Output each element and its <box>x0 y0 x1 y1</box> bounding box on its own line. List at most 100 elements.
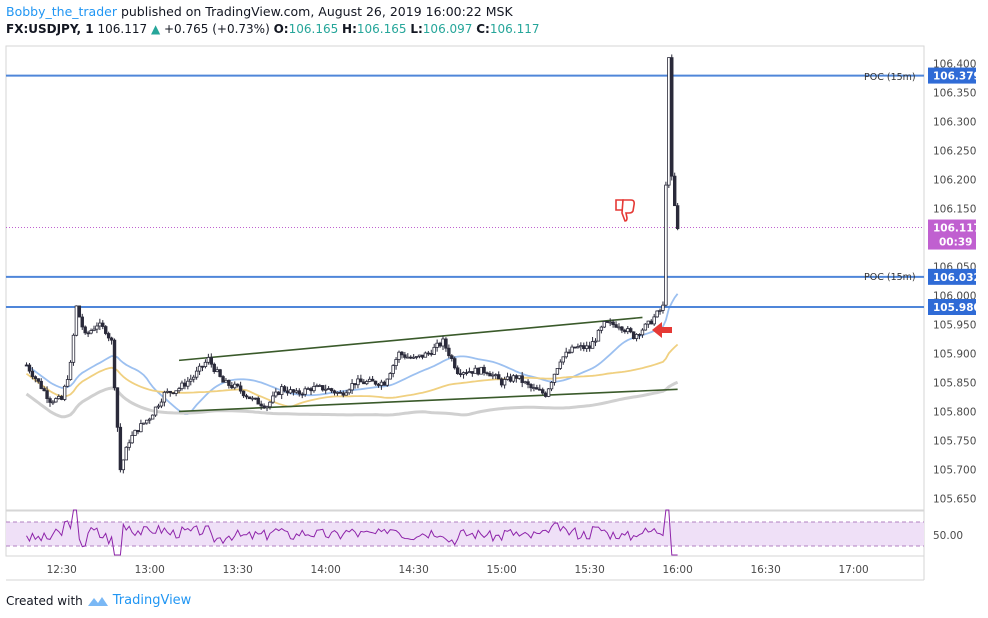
candle-body <box>277 391 281 395</box>
candle-body <box>48 398 52 403</box>
candle-body <box>444 338 448 349</box>
candle-body <box>403 354 407 358</box>
candle-body <box>652 316 656 325</box>
candle-body <box>203 361 208 367</box>
author-link[interactable]: Bobby_the_trader <box>6 4 117 19</box>
open-label: O: <box>273 22 289 36</box>
candle-body <box>253 397 257 400</box>
candle-body <box>235 383 240 387</box>
time-tick-label: 13:00 <box>135 564 165 576</box>
candle-body <box>529 384 533 389</box>
tradingview-logo-icon[interactable] <box>87 594 109 608</box>
candle-body <box>579 345 583 348</box>
close-label: C: <box>476 22 490 36</box>
candle-body <box>599 326 604 331</box>
level-lines[interactable] <box>6 74 924 308</box>
candle-body <box>467 371 472 374</box>
candle-body <box>323 388 328 391</box>
candle-body <box>95 325 99 330</box>
candle-body <box>341 392 345 396</box>
candle-body <box>24 364 29 367</box>
candle-body <box>162 391 167 403</box>
main-pane-border <box>5 45 925 511</box>
candle-body <box>438 342 442 347</box>
candle-body <box>168 390 172 394</box>
candle-body <box>142 422 146 425</box>
candle-body <box>192 376 196 380</box>
candle-body <box>497 374 501 380</box>
candle-body <box>629 328 633 333</box>
candle-body <box>549 381 554 390</box>
candle-body <box>279 386 284 395</box>
candle-body <box>83 326 87 334</box>
price-tick-label: 106.400 <box>933 58 976 70</box>
candle-body <box>414 356 419 358</box>
candle-body <box>614 324 618 328</box>
candle-body <box>71 334 76 363</box>
candle-body <box>259 403 263 407</box>
candle-body <box>353 383 357 386</box>
candle-body <box>520 375 524 383</box>
price-tick-label: 106.250 <box>933 145 976 157</box>
candle-body <box>494 374 498 377</box>
candle-body <box>664 184 668 306</box>
candle-body <box>101 322 105 327</box>
candle-body <box>502 379 507 386</box>
candle-body <box>479 366 483 375</box>
candle-body <box>593 340 598 343</box>
candle-body <box>567 351 571 354</box>
candle-body <box>373 380 378 385</box>
ma-grey-line <box>25 380 679 419</box>
candle-body <box>288 389 293 394</box>
level-price-tag <box>928 67 976 84</box>
candle-body <box>582 345 586 350</box>
candle-body <box>667 57 671 186</box>
price-tick-label: 105.700 <box>933 464 976 476</box>
candle-body <box>441 338 445 347</box>
price-channel[interactable] <box>178 316 678 413</box>
candle-body <box>89 330 93 334</box>
last-price-tag <box>928 219 976 250</box>
candle-body <box>370 378 375 382</box>
rsi-line <box>26 509 678 556</box>
candle-body <box>587 345 592 349</box>
candle-body <box>315 385 319 388</box>
candle-body <box>291 389 296 393</box>
candle-body <box>488 373 492 377</box>
candle-body <box>318 385 322 387</box>
candle-body <box>233 383 237 389</box>
candle-body <box>423 352 428 358</box>
candle-body <box>329 388 334 392</box>
candle-body <box>118 426 123 471</box>
candle-body <box>608 321 612 324</box>
low-label: L: <box>410 22 423 36</box>
candle-body <box>417 354 422 357</box>
candle-body <box>36 378 40 382</box>
moving-averages <box>25 293 679 419</box>
candle-body <box>485 372 489 375</box>
candle-body <box>585 345 589 350</box>
candle-body <box>526 381 530 385</box>
candle-body <box>623 329 627 333</box>
candle-body <box>464 372 469 374</box>
candle-body <box>458 373 463 376</box>
time-tick-label: 12:30 <box>47 564 77 576</box>
tradingview-link[interactable]: TradingView <box>112 593 192 608</box>
candle-body <box>250 397 255 400</box>
candle-body <box>523 381 527 384</box>
candle-body <box>602 321 607 328</box>
thumbs-down-icon[interactable] <box>615 199 635 222</box>
candle-body <box>332 390 337 394</box>
candle-body <box>411 356 416 359</box>
candle-body <box>429 353 433 355</box>
candle-body <box>661 304 665 311</box>
candle-body <box>45 390 49 399</box>
candle-body <box>145 419 149 424</box>
candle-body <box>535 387 539 390</box>
last-value: 106.117 <box>97 22 148 36</box>
candle-body <box>124 446 128 461</box>
left-arrow-icon[interactable] <box>652 322 672 338</box>
candle-body <box>631 331 636 340</box>
change-value: +0.765 (+0.73%) <box>164 22 270 36</box>
